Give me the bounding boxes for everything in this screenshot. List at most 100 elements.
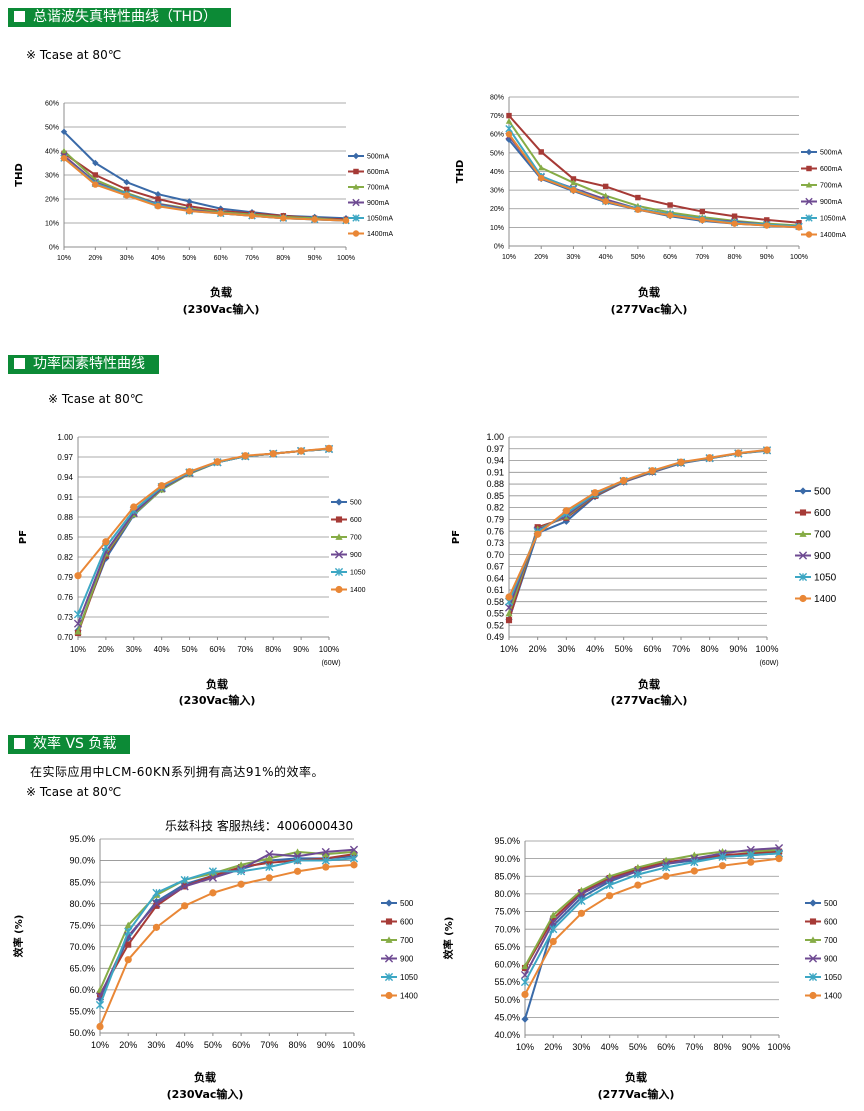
data-point-700 [521, 962, 529, 970]
series-line-1050 [99, 857, 355, 1006]
legend-marker [808, 954, 818, 963]
data-point-1400 [648, 467, 656, 475]
data-point-900 [504, 603, 514, 612]
y-tick-label: 95.0% [494, 836, 520, 846]
x-tick-label: 40% [151, 255, 165, 262]
data-point-600 [153, 902, 160, 909]
y-tick-label: 75.0% [494, 907, 520, 917]
legend-marker [385, 899, 393, 907]
y-tick-label: 0.85 [486, 491, 504, 501]
checkbox-square-icon [14, 738, 25, 749]
x-tick-label: 80% [701, 644, 719, 654]
x-tick-label: 100% [755, 644, 778, 654]
x-note-label: (60W) [759, 660, 778, 667]
data-point-600mA [123, 186, 130, 193]
y-tick-label: 0.79 [57, 573, 73, 582]
y-tick-label: 90.0% [494, 854, 520, 864]
data-point-700mA [602, 192, 609, 199]
y-tick-label: 65.0% [69, 963, 95, 973]
checkbox-square-icon [14, 358, 25, 369]
legend-marker [809, 936, 817, 943]
data-point-1400 [102, 538, 110, 546]
y-tick-label: 70.0% [494, 924, 520, 934]
y-tick-label: 0.82 [57, 553, 73, 562]
data-point-1050 [95, 1000, 105, 1010]
legend-label: 700mA [367, 184, 390, 191]
data-point-1050 [577, 896, 586, 906]
data-point-1400mA [217, 210, 224, 217]
data-point-1400mA [602, 198, 609, 205]
y-tick-label: 0.67 [486, 562, 504, 572]
data-point-1400 [181, 902, 189, 910]
data-point-1400 [620, 476, 628, 485]
x-tick-label: 20% [88, 255, 102, 262]
tcase-note: ※ Tcase at 80℃ [26, 785, 122, 799]
y-tick-label: 0.55 [486, 609, 504, 619]
data-point-1400 [662, 872, 670, 880]
legend-label: 700 [350, 534, 362, 541]
efficiency-intro-text: 在实际应用中LCM-60KN系列拥有高达91%的效率。 [30, 765, 325, 779]
x-tick-label: 30% [566, 254, 580, 261]
data-point-1400 [577, 909, 586, 917]
data-point-1400 [293, 867, 302, 875]
y-tick-label: 85.0% [494, 871, 520, 881]
data-point-1050 [237, 867, 246, 876]
x-axis-label: 负载 [638, 285, 660, 299]
legend-marker [384, 972, 394, 982]
legend-marker [799, 487, 807, 495]
y-tick-label: 80% [490, 94, 504, 101]
data-point-1400mA [538, 174, 545, 182]
legend-label: 1050 [400, 973, 418, 982]
legend-marker [799, 594, 807, 603]
legend-label: 1400 [814, 594, 837, 605]
series-line-900 [99, 848, 355, 997]
x-tick-label: 40% [176, 1040, 194, 1050]
data-point-1400 [96, 1022, 104, 1031]
y-tick-label: 90.0% [69, 856, 95, 866]
series-line-600mA [508, 114, 800, 224]
data-point-600mA [155, 196, 161, 202]
legend-label: 900 [400, 954, 414, 963]
tcase-note: ※ Tcase at 80℃ [26, 48, 122, 62]
efficiency-section-header: 效率 VS 负载 [8, 735, 131, 754]
tcase-note: ※ Tcase at 80℃ [48, 392, 144, 406]
data-point-1400mA [123, 192, 130, 199]
x-tick-label: 20% [544, 1042, 562, 1052]
x-axis-label: 负载 [194, 1070, 216, 1084]
legend-label: 600mA [820, 166, 843, 173]
legend-marker [335, 516, 343, 523]
data-point-1400 [265, 874, 273, 882]
legend-marker [806, 165, 812, 172]
series-line-900 [524, 847, 780, 976]
y-tick-label: 0.76 [57, 593, 73, 602]
data-point-900 [73, 619, 83, 628]
data-point-1050 [152, 888, 161, 897]
data-point-700 [265, 854, 273, 862]
data-point-1400 [562, 507, 570, 515]
legend-label: 600 [400, 917, 414, 926]
data-point-1050 [265, 862, 274, 872]
data-point-1400mA [342, 217, 350, 224]
data-point-600 [266, 859, 273, 866]
x-tick-label: 70% [695, 254, 709, 261]
x-tick-label: 90% [760, 254, 774, 261]
y-tick-label: 0.64 [486, 573, 504, 583]
data-point-500mA [123, 179, 130, 186]
x-tick-label: 60% [643, 644, 661, 654]
legend-label: 1050 [814, 573, 837, 584]
y-tick-label: 0.94 [57, 473, 73, 482]
y-tick-label: 0.97 [486, 444, 504, 454]
x-tick-label: 90% [729, 644, 747, 654]
x-tick-label: 20% [529, 644, 547, 654]
data-point-700mA [570, 179, 577, 186]
x-tick-label: 90% [742, 1042, 760, 1052]
x-tick-label: 60% [214, 255, 228, 262]
y-tick-label: 0.88 [57, 513, 73, 522]
data-point-1400 [505, 593, 513, 601]
data-point-1400 [677, 458, 685, 466]
data-point-1400 [549, 937, 557, 946]
series-line-600 [524, 850, 780, 969]
data-point-700 [293, 848, 302, 855]
